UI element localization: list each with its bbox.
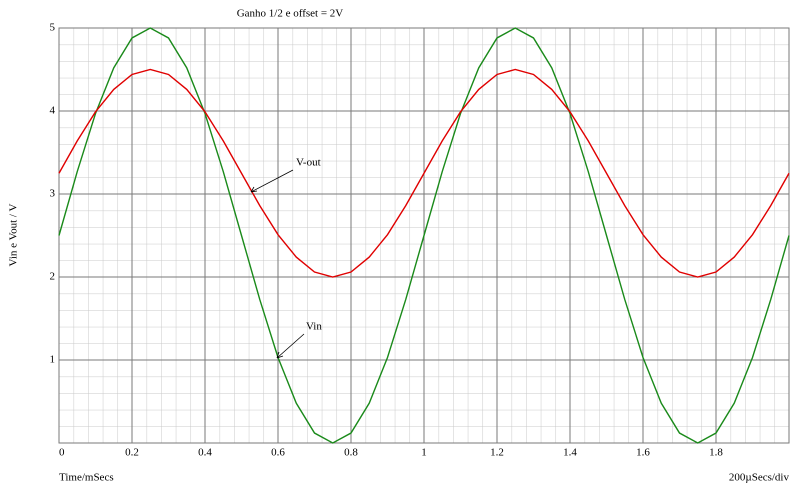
annotation-arrow [250, 169, 294, 193]
lines [58, 27, 790, 444]
x-tick-label: 0.8 [344, 447, 358, 459]
y-tick-label: 1 [50, 354, 56, 366]
x-tick-label: 0 [59, 447, 65, 459]
x-tick-label: 0.2 [125, 447, 139, 459]
scale-label: 200µSecs/div [729, 472, 790, 484]
x-tick-label: 1 [421, 447, 427, 459]
y-tick-label: 2 [50, 271, 56, 283]
x-tick-label: 1.2 [490, 447, 504, 459]
x-tick-label: 1.8 [709, 447, 723, 459]
annotation: Vin [306, 321, 322, 333]
series-line [58, 27, 790, 444]
y-tick-label: 4 [50, 105, 56, 117]
annotation: V-out [296, 157, 321, 169]
annotation-arrow [276, 333, 305, 359]
x-tick-label: 0.6 [271, 447, 285, 459]
x-axis-label: Time/mSecs [59, 472, 114, 484]
chart-title: Ganho 1/2 e offset = 2V [237, 8, 344, 20]
x-tick-label: 0.4 [198, 447, 212, 459]
y-axis-label: Vin e Vout / V [8, 203, 20, 266]
y-tick-label: 3 [50, 188, 56, 200]
series-line [58, 68, 790, 278]
x-tick-label: 1.4 [563, 447, 577, 459]
y-tick-label: 5 [50, 22, 56, 34]
x-tick-label: 1.6 [636, 447, 650, 459]
